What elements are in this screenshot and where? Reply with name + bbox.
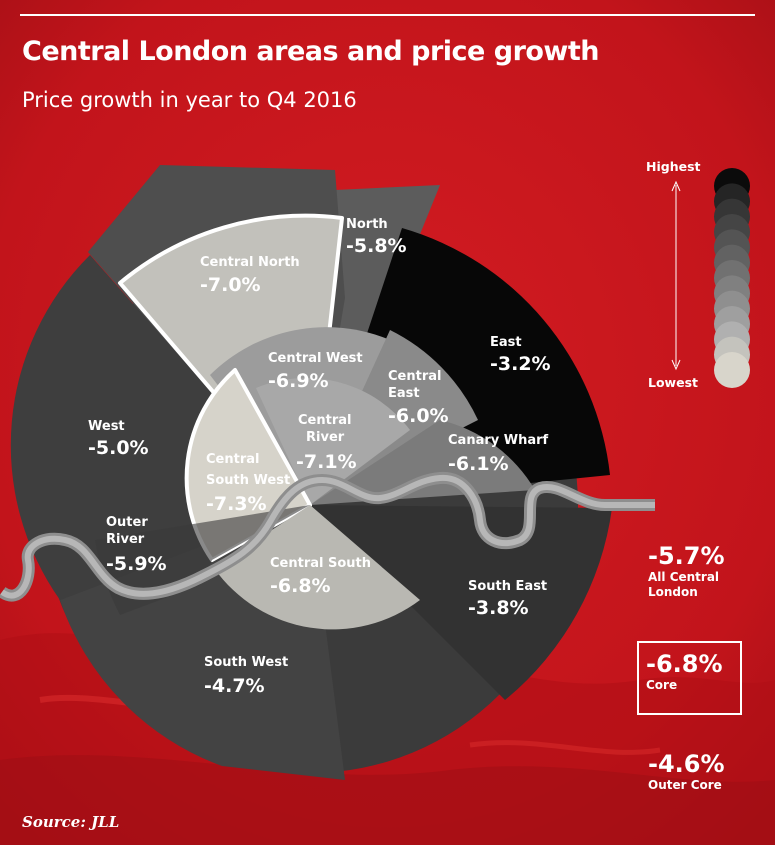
- label-north: North: [346, 217, 388, 232]
- label-central-river-2: River: [306, 430, 345, 445]
- value-central-river: -7.1%: [296, 451, 357, 473]
- label-central-west: Central West: [268, 351, 363, 366]
- label-central-south-west-1: Central: [206, 452, 259, 467]
- legend-low-label: Lowest: [648, 375, 698, 390]
- value-north: -5.8%: [346, 235, 407, 257]
- label-central-east-2: East: [388, 386, 420, 401]
- core-highlight-box: [637, 641, 742, 715]
- summary-outer-core: -4.6% Outer Core: [648, 750, 725, 793]
- legend-arrow-up: [671, 180, 681, 192]
- value-canary-wharf: -6.1%: [448, 453, 509, 475]
- segment-central-river: [256, 378, 410, 505]
- value-central-south: -6.8%: [270, 575, 331, 597]
- value-south-east: -3.8%: [468, 597, 529, 619]
- label-east: East: [490, 335, 522, 350]
- summary-all-value: -5.7%: [648, 542, 725, 570]
- summary-outer-value: -4.6%: [648, 750, 725, 778]
- value-central-north: -7.0%: [200, 274, 261, 296]
- label-south-east: South East: [468, 579, 547, 594]
- legend-swatch-13: [714, 352, 750, 388]
- top-rule: [20, 14, 755, 16]
- label-south-west: South West: [204, 655, 288, 670]
- segment-canary-wharf: [310, 420, 535, 505]
- legend-high-label: Highest: [646, 159, 701, 174]
- value-east: -3.2%: [490, 353, 551, 375]
- value-west: -5.0%: [88, 437, 149, 459]
- value-outer-river: -5.9%: [106, 553, 167, 575]
- summary-core: -6.8% Core: [646, 650, 723, 693]
- label-canary-wharf: Canary Wharf: [448, 433, 549, 448]
- value-central-south-west: -7.3%: [206, 493, 267, 515]
- summary-all-label-1: All Central: [648, 570, 720, 584]
- summary-core-label: Core: [646, 678, 678, 692]
- legend-arrow-down: [671, 359, 681, 371]
- label-central-east-1: Central: [388, 369, 441, 384]
- summary-all-central-london: -5.7% All Central London: [648, 542, 725, 600]
- value-central-east: -6.0%: [388, 405, 449, 427]
- legend-scale: [714, 168, 750, 388]
- summary-all-label-2: London: [648, 585, 698, 599]
- source-note: Source: JLL: [22, 813, 120, 831]
- value-south-west: -4.7%: [204, 675, 265, 697]
- label-central-south-west-2: South West: [206, 473, 290, 488]
- label-central-river-1: Central: [298, 413, 351, 428]
- label-west: West: [88, 419, 125, 434]
- label-outer-river-1: Outer: [106, 515, 148, 530]
- chart-title: Central London areas and price growth: [22, 36, 600, 67]
- segment-south-east: [310, 505, 612, 700]
- label-central-south: Central South: [270, 556, 371, 571]
- summary-outer-label: Outer Core: [648, 778, 722, 792]
- label-outer-river-2: River: [106, 532, 145, 547]
- value-central-west: -6.9%: [268, 370, 329, 392]
- summary-core-value: -6.8%: [646, 650, 723, 678]
- chart-subtitle: Price growth in year to Q4 2016: [22, 88, 357, 112]
- river-thames-highlight: [0, 474, 655, 599]
- label-central-north: Central North: [200, 255, 300, 270]
